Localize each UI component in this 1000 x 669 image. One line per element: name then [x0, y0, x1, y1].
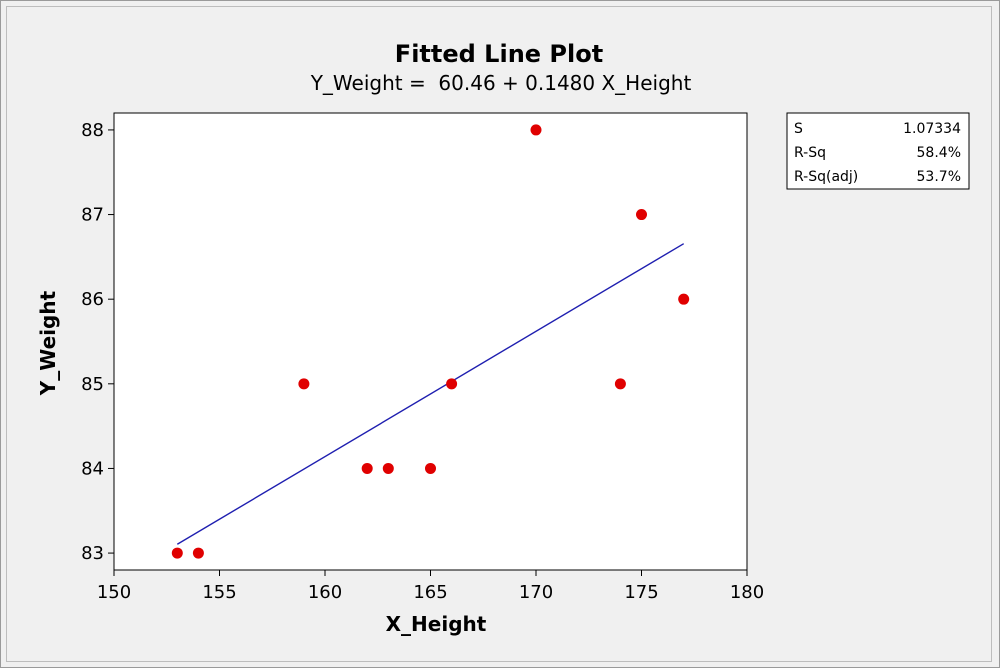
- data-point: [636, 209, 647, 221]
- data-point: [171, 547, 183, 559]
- y-tick-label: 84: [81, 458, 104, 479]
- stats-box-border: [786, 112, 970, 190]
- y-tick-label: 87: [81, 205, 104, 226]
- data-points: [171, 124, 690, 559]
- stats-box: S 1.07334 R-Sq 58.4% R-Sq(adj) 53.7%: [786, 112, 970, 190]
- chart-subtitle: Y_Weight = 60.46 + 0.1480 X_Height: [310, 71, 692, 95]
- x-tick-label: 165: [413, 582, 447, 603]
- data-point: [614, 378, 626, 390]
- x-tick-label: 170: [519, 582, 553, 603]
- stat-value-rsq-adj: 53.7%: [917, 169, 961, 185]
- plot-area: [113, 112, 748, 571]
- data-point: [678, 293, 690, 305]
- fit-line: [176, 243, 685, 545]
- y-tick-label: 85: [81, 374, 104, 395]
- x-tick-label: 175: [624, 582, 658, 603]
- data-point: [192, 547, 204, 559]
- chart-frame-inner: [6, 6, 992, 662]
- data-point: [298, 378, 310, 390]
- stat-value-rsq: 58.4%: [917, 145, 961, 161]
- x-axis-label: X_Height: [386, 612, 487, 636]
- data-point: [446, 378, 458, 390]
- fit-line-group: [176, 243, 685, 545]
- x-tick-label: 150: [97, 582, 131, 603]
- x-tick-label: 155: [202, 582, 236, 603]
- y-axis-label: Y_Weight: [36, 290, 60, 396]
- stat-label-rsq-adj: R-Sq(adj): [794, 169, 858, 185]
- x-tick-label: 160: [308, 582, 342, 603]
- y-tick-label: 86: [81, 289, 104, 310]
- stat-value-s: 1.07334: [903, 121, 961, 137]
- y-tick-label: 83: [81, 543, 104, 564]
- data-point: [530, 124, 542, 136]
- chart-title: Fitted Line Plot: [395, 40, 603, 68]
- x-axis-ticks: 150 155 160 165 170 175 180: [97, 570, 764, 603]
- data-point: [425, 462, 436, 474]
- stat-label-rsq: R-Sq: [794, 145, 826, 161]
- y-tick-label: 88: [81, 120, 104, 141]
- data-point: [382, 462, 394, 474]
- y-axis-ticks: 83 84 85 86 87 88: [81, 120, 114, 564]
- stat-label-s: S: [794, 121, 803, 137]
- data-point: [361, 462, 373, 474]
- x-tick-label: 180: [730, 582, 764, 603]
